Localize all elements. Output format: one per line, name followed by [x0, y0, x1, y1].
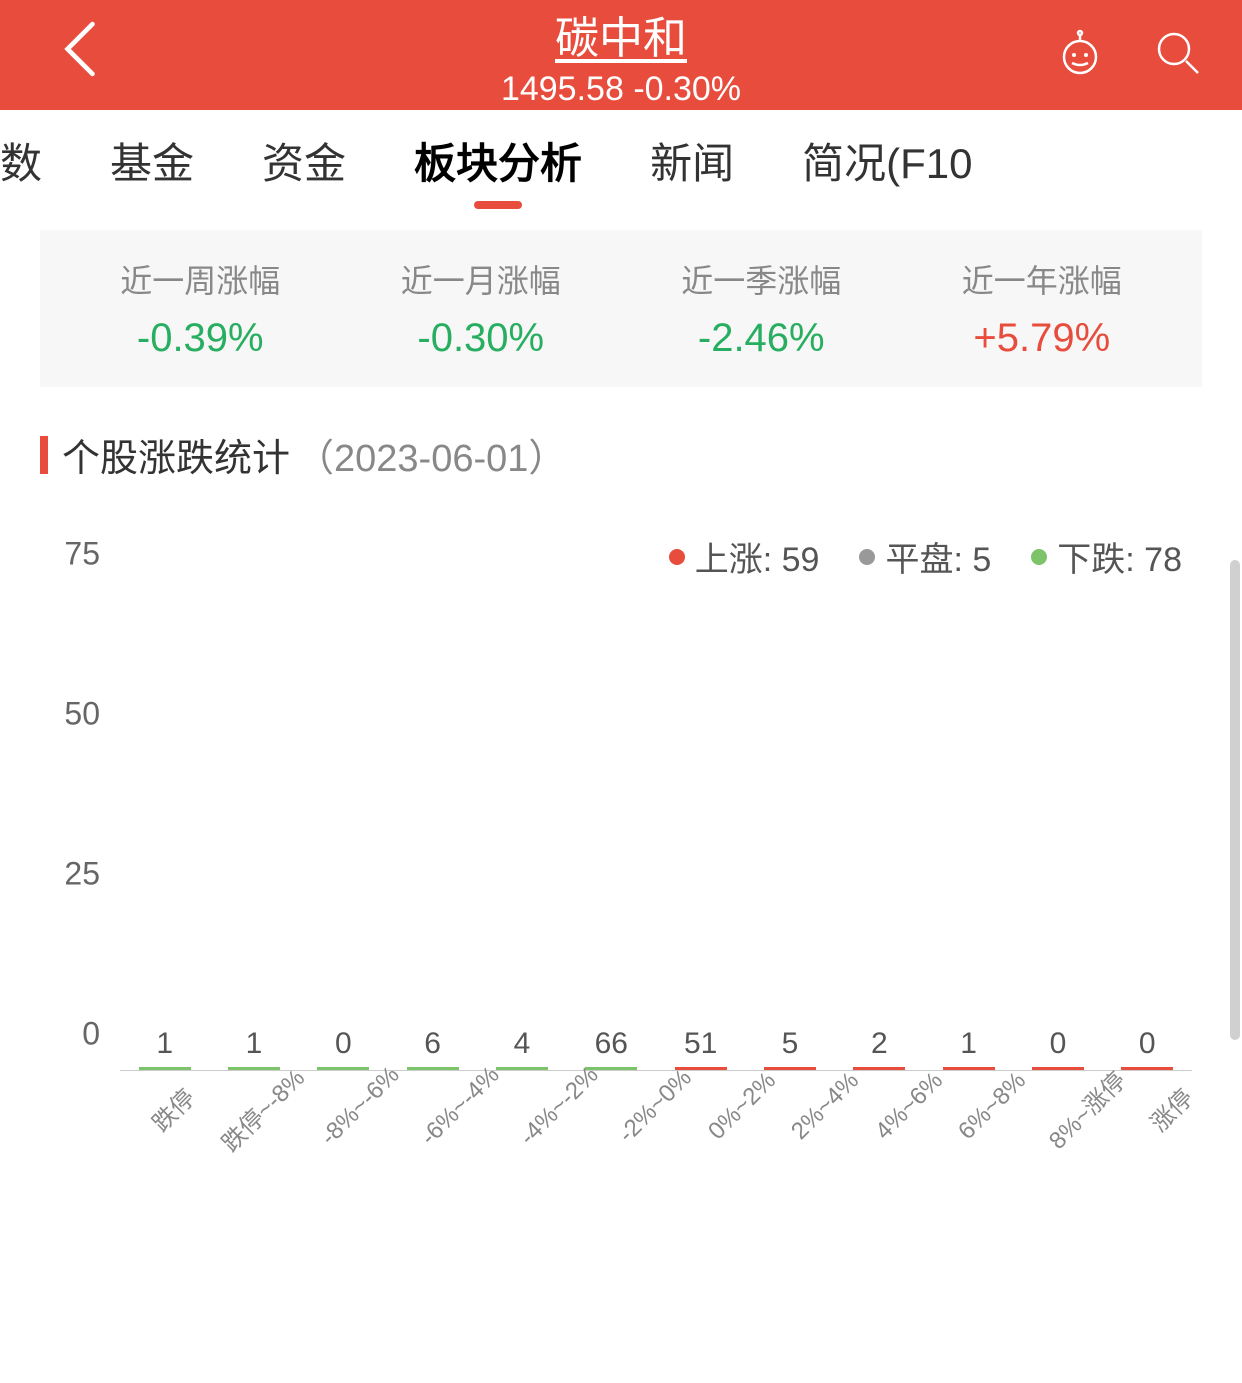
- bar-3: 6: [388, 1027, 477, 1070]
- bar-rect: [317, 1067, 369, 1070]
- legend-dot-icon: [669, 549, 685, 565]
- y-tick: 75: [64, 536, 100, 573]
- stat-value: +5.79%: [902, 316, 1183, 361]
- distribution-chart: 0255075 11064665152100 跌停跌停~-8%-8%~-6%-6…: [40, 591, 1202, 1151]
- legend-text: 平盘: 5: [885, 532, 991, 581]
- bar-6: 51: [656, 1027, 745, 1070]
- search-icon[interactable]: [1154, 29, 1202, 82]
- section-title: 个股涨跌统计 （2023-06-01）: [40, 427, 1202, 482]
- stock-price-change: 1495.58 -0.30%: [501, 70, 741, 109]
- stat-cell-3: 近一年涨幅 +5.79%: [902, 256, 1183, 361]
- bar-value-label: 1: [156, 1027, 173, 1061]
- stat-value: -0.30%: [341, 316, 622, 361]
- bar-value-label: 5: [782, 1027, 799, 1061]
- bar-rect: [853, 1067, 905, 1070]
- bar-0: 1: [120, 1027, 209, 1070]
- tab-1[interactable]: 基金: [76, 130, 228, 191]
- bar-8: 2: [835, 1027, 924, 1070]
- legend-dot-icon: [859, 549, 875, 565]
- y-tick: 0: [82, 1016, 100, 1053]
- header-bar: 碳中和 1495.58 -0.30%: [0, 0, 1242, 110]
- stat-value: -2.46%: [621, 316, 902, 361]
- bar-value-label: 66: [595, 1027, 628, 1061]
- bar-value-label: 0: [335, 1027, 352, 1061]
- tab-0[interactable]: 数: [0, 130, 76, 191]
- bar-11: 0: [1103, 1027, 1192, 1070]
- x-axis: 跌停跌停~-8%-8%~-6%-6%~-4%-4%~-2%-2%~0%0%~2%…: [120, 1071, 1192, 1151]
- bar-value-label: 0: [1050, 1027, 1067, 1061]
- legend-text: 上涨: 59: [695, 532, 820, 581]
- bar-7: 5: [745, 1027, 834, 1070]
- back-icon[interactable]: [60, 21, 100, 90]
- bar-9: 1: [924, 1027, 1013, 1070]
- y-tick: 25: [64, 856, 100, 893]
- stat-cell-2: 近一季涨幅 -2.46%: [621, 256, 902, 361]
- header-title-block[interactable]: 碳中和 1495.58 -0.30%: [501, 2, 741, 109]
- legend-item-0: 上涨: 59: [669, 532, 820, 581]
- legend-item-1: 平盘: 5: [859, 532, 991, 581]
- bar-2: 0: [299, 1027, 388, 1070]
- bars: 1 1 0 6 4 66 51 5 2 1 0 0: [120, 591, 1192, 1070]
- bar-value-label: 51: [684, 1027, 717, 1061]
- robot-icon[interactable]: [1056, 29, 1104, 82]
- section-title-text: 个股涨跌统计: [62, 427, 290, 482]
- bar-value-label: 6: [424, 1027, 441, 1061]
- bar-10: 0: [1013, 1027, 1102, 1070]
- stat-label: 近一季涨幅: [621, 256, 902, 302]
- stat-value: -0.39%: [60, 316, 341, 361]
- stat-label: 近一月涨幅: [341, 256, 622, 302]
- tab-5[interactable]: 简况(F10: [768, 130, 1006, 191]
- y-axis: 0255075: [40, 591, 110, 1071]
- bar-rect: [943, 1067, 995, 1070]
- section-date: （2023-06-01）: [296, 427, 566, 482]
- scrollbar[interactable]: [1230, 560, 1240, 1040]
- bar-value-label: 1: [960, 1027, 977, 1061]
- stat-cell-1: 近一月涨幅 -0.30%: [341, 256, 622, 361]
- bar-rect: [1032, 1067, 1084, 1070]
- tab-3[interactable]: 板块分析: [380, 130, 616, 191]
- bar-rect: [407, 1067, 459, 1070]
- chart-legend: 上涨: 59 平盘: 5 下跌: 78: [0, 532, 1182, 581]
- bar-value-label: 4: [514, 1027, 531, 1061]
- stat-cell-0: 近一周涨幅 -0.39%: [60, 256, 341, 361]
- bar-value-label: 1: [246, 1027, 263, 1061]
- bar-rect: [1121, 1067, 1173, 1070]
- legend-text: 下跌: 78: [1057, 532, 1182, 581]
- legend-item-2: 下跌: 78: [1031, 532, 1182, 581]
- bar-4: 4: [477, 1027, 566, 1070]
- period-stats: 近一周涨幅 -0.39%近一月涨幅 -0.30% 近一季涨幅 -2.46%近一年涨幅 +5…: [40, 230, 1202, 387]
- bar-value-label: 0: [1139, 1027, 1156, 1061]
- plot-area: 1 1 0 6 4 66 51 5 2 1 0 0: [120, 591, 1192, 1071]
- y-tick: 50: [64, 696, 100, 733]
- tab-2[interactable]: 资金: [228, 130, 380, 191]
- stat-label: 近一年涨幅: [902, 256, 1183, 302]
- tab-4[interactable]: 新闻: [616, 130, 768, 191]
- header-actions: [1056, 29, 1202, 82]
- legend-dot-icon: [1031, 549, 1047, 565]
- stock-name: 碳中和: [501, 2, 741, 66]
- bar-rect: [496, 1067, 548, 1070]
- tab-bar[interactable]: 数基金资金板块分析新闻简况(F10: [0, 110, 1242, 210]
- bar-rect: [139, 1067, 191, 1070]
- bar-value-label: 2: [871, 1027, 888, 1061]
- x-label: 涨停: [1132, 1070, 1241, 1179]
- bar-rect: [764, 1067, 816, 1070]
- bar-rect: [228, 1067, 280, 1070]
- stat-label: 近一周涨幅: [60, 256, 341, 302]
- bar-5: 66: [567, 1027, 656, 1070]
